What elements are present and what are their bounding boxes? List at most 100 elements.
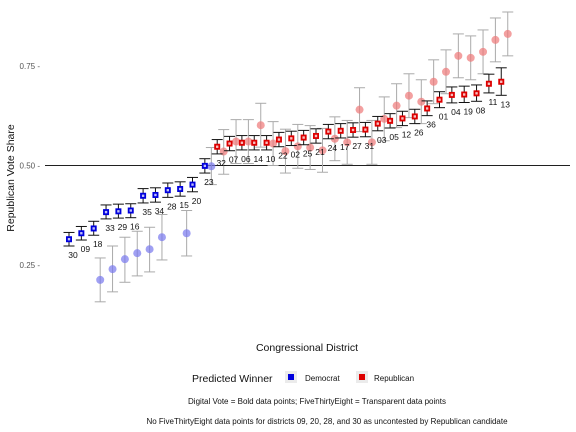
dv-marker-center <box>178 187 182 191</box>
fte-point-12 <box>403 73 415 119</box>
dv-point-35 <box>137 188 149 204</box>
dv-point-27 <box>347 122 359 138</box>
dv-marker-center <box>265 141 268 144</box>
dv-marker-center <box>487 82 491 85</box>
district-label-01: 01 <box>439 112 449 122</box>
fte-marker <box>318 146 327 155</box>
dv-point-28 <box>162 182 174 198</box>
fte-point-21 <box>317 127 328 173</box>
fte-point-29 <box>119 236 131 283</box>
fte-point-15 <box>181 210 193 257</box>
fte-marker <box>466 53 475 62</box>
district-label-02: 02 <box>291 150 301 160</box>
dv-point-16 <box>125 203 137 219</box>
district-label-04: 04 <box>451 107 461 117</box>
district-label-11: 11 <box>488 97 497 107</box>
dv-point-29 <box>112 203 124 219</box>
district-label-32: 32 <box>216 158 226 168</box>
district-label-06: 06 <box>241 154 251 164</box>
fte-point-11 <box>489 17 501 63</box>
dv-marker-center <box>141 194 145 197</box>
caption-line-2: No FiveThirtyEight data points for distr… <box>146 417 508 426</box>
dv-marker-center <box>92 227 95 230</box>
fte-point-13 <box>502 11 514 57</box>
dv-point-13 <box>495 67 507 96</box>
fte-marker <box>367 138 376 147</box>
dv-point-20 <box>187 176 198 193</box>
fte-point-04 <box>452 33 464 79</box>
dv-point-32 <box>211 139 223 155</box>
fte-point-27 <box>354 87 366 133</box>
dv-point-11 <box>483 73 495 94</box>
dv-marker-center <box>475 92 478 95</box>
fte-point-08 <box>477 29 489 75</box>
dv-marker-center <box>67 238 71 241</box>
dv-marker-center <box>351 128 355 132</box>
dv-point-12 <box>396 110 408 127</box>
district-label-24: 24 <box>328 143 338 153</box>
dv-point-22 <box>273 131 285 148</box>
fte-point-05 <box>391 83 403 129</box>
dv-point-19 <box>458 85 470 103</box>
dv-marker-center <box>154 193 157 197</box>
dv-point-01 <box>434 91 445 109</box>
dv-marker-center <box>277 138 281 141</box>
district-label-28: 28 <box>167 201 177 211</box>
fte-marker <box>96 275 105 284</box>
fte-marker <box>256 121 265 130</box>
fte-point-06 <box>242 119 254 164</box>
dv-point-04 <box>446 86 458 104</box>
district-label-19: 19 <box>463 106 473 116</box>
fte-point-17 <box>341 119 353 165</box>
fte-point-10 <box>267 121 279 166</box>
dv-point-33 <box>100 204 112 220</box>
district-label-29: 29 <box>118 222 128 232</box>
fte-marker <box>120 255 129 264</box>
district-label-17: 17 <box>340 142 350 152</box>
dv-marker-center <box>413 115 416 118</box>
fte-marker <box>244 137 253 146</box>
legend-label-democrat: Democrat <box>305 374 340 383</box>
dv-point-14 <box>248 135 260 151</box>
district-label-14: 14 <box>254 154 264 164</box>
dv-marker-center <box>500 80 503 83</box>
dv-point-09 <box>75 225 87 241</box>
fte-marker <box>454 51 463 60</box>
fte-marker <box>232 137 241 146</box>
dv-marker-center <box>129 209 132 212</box>
fte-point-25 <box>304 125 316 170</box>
dv-point-06 <box>236 135 248 151</box>
fte-marker <box>392 101 401 110</box>
fte-point-35 <box>144 226 156 273</box>
fte-marker <box>503 29 512 38</box>
dv-point-10 <box>261 135 273 151</box>
dv-point-30 <box>63 231 75 247</box>
fte-marker <box>157 233 166 242</box>
fte-point-31 <box>366 119 378 165</box>
dv-marker-center <box>376 122 379 125</box>
district-label-30: 30 <box>68 250 78 260</box>
dv-marker-center <box>240 141 244 144</box>
fte-marker <box>133 249 142 258</box>
y-tick-label: 0.75 - <box>20 62 41 71</box>
dv-marker-center <box>216 145 219 148</box>
fte-point-33 <box>107 245 119 293</box>
dv-point-07 <box>224 135 236 152</box>
dv-marker-center <box>327 130 330 133</box>
dv-point-34 <box>149 187 161 203</box>
dv-marker-center <box>364 128 367 131</box>
district-label-26: 26 <box>414 128 424 138</box>
dv-point-08 <box>471 84 483 102</box>
fte-point-16 <box>131 230 143 277</box>
dv-marker-center <box>388 119 392 123</box>
district-label-03: 03 <box>377 135 387 145</box>
dv-point-18 <box>88 220 100 236</box>
dv-point-05 <box>384 113 396 129</box>
district-label-13: 13 <box>501 99 511 109</box>
fte-marker <box>355 105 364 114</box>
fte-marker <box>442 67 450 76</box>
fte-point-36 <box>428 59 440 105</box>
y-tick-label: 0.50 - <box>20 161 41 170</box>
district-label-09: 09 <box>81 244 91 254</box>
